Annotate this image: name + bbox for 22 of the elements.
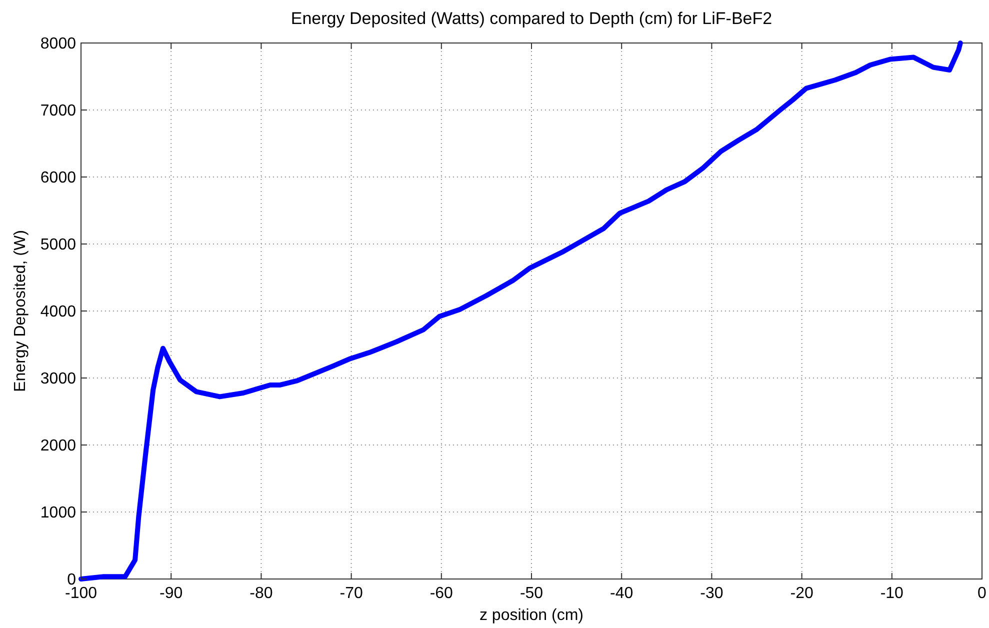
x-axis-title: z position (cm) xyxy=(479,607,584,624)
x-tick-label: -20 xyxy=(790,585,814,602)
x-tick-label: -40 xyxy=(610,585,634,602)
y-tick-label: 2000 xyxy=(40,438,76,455)
x-tick-label: -80 xyxy=(250,585,273,602)
y-tick-label: 4000 xyxy=(40,304,76,321)
x-tick-label: -90 xyxy=(160,585,183,602)
x-tick-label: -70 xyxy=(340,585,363,602)
y-tick-label: 8000 xyxy=(40,36,76,53)
x-tick-label: -60 xyxy=(430,585,454,602)
y-tick-label: 6000 xyxy=(40,170,76,187)
y-tick-label: 5000 xyxy=(40,236,76,254)
x-tick-label: -100 xyxy=(64,585,98,602)
x-tick-label: -30 xyxy=(700,585,724,602)
y-tick-label: 7000 xyxy=(40,102,76,120)
chart-title: Energy Deposited (Watts) compared to Depth (cm) for LiF-BeF2 xyxy=(290,9,772,28)
x-tick-label: 0 xyxy=(978,585,987,602)
y-axis-title: Energy Deposited, (W) xyxy=(12,230,29,392)
y-tick-label: 3000 xyxy=(40,370,76,388)
x-tick-label: -10 xyxy=(880,585,904,602)
y-tick-label: 1000 xyxy=(40,504,76,522)
x-tick-label: -50 xyxy=(520,585,544,602)
